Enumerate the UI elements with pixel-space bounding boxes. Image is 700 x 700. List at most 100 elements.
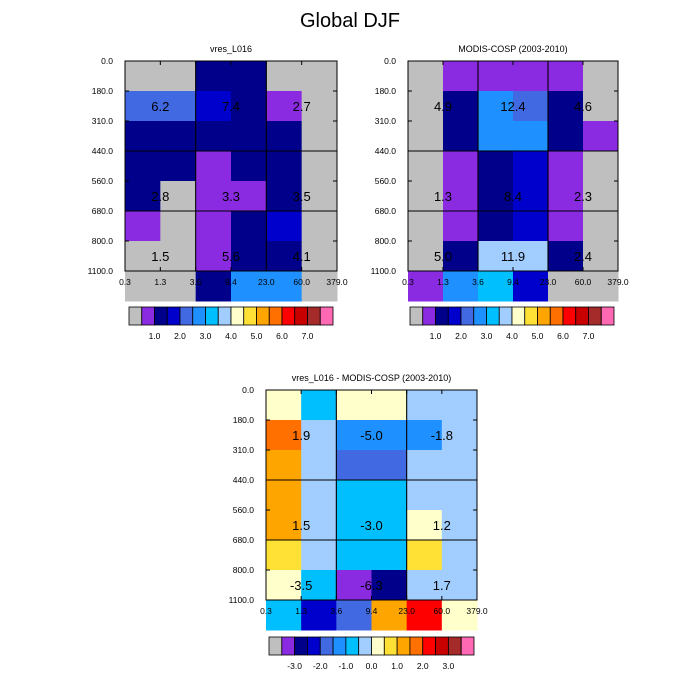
heatmap-cell: [583, 241, 619, 272]
colorbar-swatch: [294, 306, 308, 326]
figure-title: Global DJF: [299, 10, 401, 32]
x-tick-label: 60.0: [293, 277, 310, 287]
cell-value-label: 2.8: [151, 189, 169, 204]
heatmap-cell: [301, 570, 337, 601]
colorbar-swatch: [205, 306, 219, 326]
panel-title: MODIS-COSP (2003-2010): [458, 44, 567, 54]
colorbar-swatch: [307, 306, 321, 326]
x-tick-label: 3.6: [472, 277, 484, 287]
cell-value-label: 1.7: [433, 578, 451, 593]
colorbar-swatch: [588, 306, 602, 326]
colorbar-swatch: [409, 306, 424, 326]
heatmap-cell: [583, 61, 619, 92]
heatmap-cell: [266, 450, 302, 481]
heatmap-cell: [548, 61, 584, 92]
heatmap-cell: [125, 181, 161, 212]
heatmap-cell: [406, 390, 443, 421]
y-tick-label: 800.0: [375, 236, 397, 246]
heatmap-cell: [301, 61, 338, 92]
heatmap-cell: [408, 211, 444, 242]
colorbar-swatch: [307, 636, 321, 656]
y-tick-label: 680.0: [233, 535, 255, 545]
y-tick-label: 0.0: [242, 385, 254, 395]
colorbar-swatch: [294, 636, 308, 656]
colorbar-swatch: [256, 306, 270, 326]
colorbar-swatch: [422, 306, 436, 326]
colorbar-label: 5.0: [251, 331, 263, 341]
heatmap-cell: [301, 211, 338, 242]
heatmap-cell: [548, 181, 584, 212]
cell-value-label: -5.0: [360, 428, 382, 443]
heatmap-cell: [301, 151, 338, 182]
heatmap-cell: [336, 390, 372, 421]
heatmap-cell: [195, 181, 232, 212]
colorbar-label: 3.0: [200, 331, 212, 341]
heatmap-cell: [266, 151, 303, 182]
heatmap-cell: [301, 271, 338, 302]
colorbar-swatch: [141, 306, 155, 326]
cell-value-label: 1.3: [434, 189, 452, 204]
heatmap-cell: [583, 91, 619, 122]
heatmap-cell: [195, 91, 232, 122]
heatmap-cell: [408, 121, 444, 152]
colorbar-swatch: [524, 306, 538, 326]
cell-value-label: -6.3: [360, 578, 382, 593]
cell-value-label: 8.4: [504, 189, 522, 204]
panel-title: vres_L016 - MODIS-COSP (2003-2010): [292, 373, 451, 383]
x-tick-label: 379.0: [607, 277, 629, 287]
heatmap-cell: [583, 151, 619, 182]
cell-value-label: -3.5: [290, 578, 312, 593]
colorbar-swatch: [243, 306, 257, 326]
heatmap-cell: [441, 570, 478, 601]
heatmap-cell: [125, 61, 161, 92]
cell-value-label: 7.4: [222, 99, 240, 114]
colorbar-swatch: [537, 306, 551, 326]
heatmap-cell: [408, 61, 444, 92]
heatmap-cell: [336, 450, 372, 481]
x-tick-label: 23.0: [540, 277, 557, 287]
y-tick-label: 440.0: [375, 146, 397, 156]
panel-modis: MODIS-COSP (2003-2010) 0.3 1.3 3.6 9.4 23.0 60…: [371, 44, 629, 302]
heatmap-cell: [266, 480, 302, 511]
heatmap-cell: [160, 151, 197, 182]
colorbar-swatch: [409, 636, 424, 656]
y-tick-label: 1100.0: [371, 266, 397, 276]
colorbar-swatch: [486, 306, 500, 326]
colorbar-swatch: [268, 306, 283, 326]
colorbar-swatch: [396, 636, 411, 656]
heatmap-cell: [231, 241, 267, 272]
heatmap-cell: [160, 241, 197, 272]
colorbar-swatch: [358, 636, 372, 656]
heatmap-cell: [301, 480, 337, 511]
colorbar-label: -1.0: [339, 661, 354, 671]
x-tick-label: 0.3: [402, 277, 414, 287]
y-tick-label: 680.0: [92, 206, 114, 216]
heatmap-cell: [301, 450, 337, 481]
colorbar-label: 3.0: [442, 661, 454, 671]
panel-vres: vres_L016 0.3 1.3 3.6 9.4 23.0 60.0 379.0 0.0 180…: [88, 44, 348, 302]
heatmap-cell: [513, 91, 549, 122]
heatmap-cell: [548, 241, 584, 272]
heatmap-cell: [195, 271, 232, 302]
x-tick-label: 23.0: [398, 606, 415, 616]
heatmap-cell: [160, 91, 197, 122]
heatmap-cell: [583, 211, 619, 242]
heatmap-cell: [266, 181, 303, 212]
x-tick-label: 9.4: [507, 277, 519, 287]
colorbar-label: 0.0: [366, 661, 378, 671]
heatmap-cell: [301, 241, 338, 272]
heatmap-cell: [266, 510, 302, 541]
heatmap-cell: [371, 510, 408, 541]
cell-value-label: 4.1: [293, 249, 311, 264]
heatmap-cell: [441, 420, 478, 451]
x-tick-label: 9.4: [225, 277, 237, 287]
heatmap-cell: [371, 390, 408, 421]
heatmap-cell: [443, 211, 479, 242]
x-tick-label: 3.6: [190, 277, 202, 287]
heatmap-cell: [478, 91, 514, 122]
heatmap-cell: [371, 480, 408, 511]
heatmap-cell: [266, 121, 303, 152]
cell-value-label: 12.4: [500, 99, 525, 114]
heatmap-cell: [548, 91, 584, 122]
colorbar-swatch: [217, 306, 232, 326]
